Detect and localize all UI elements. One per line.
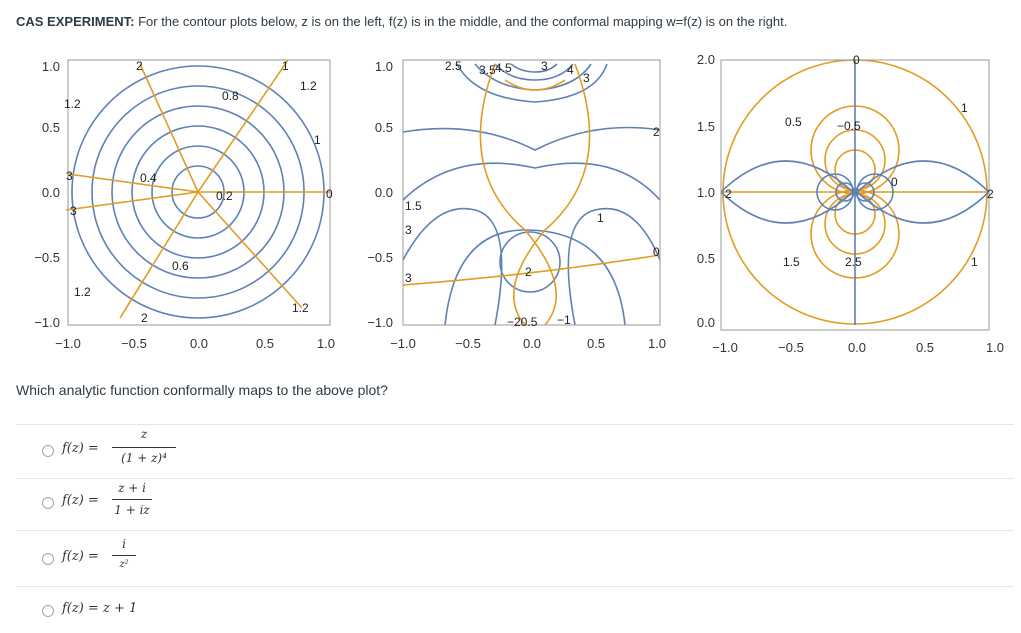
instructions-label: CAS EXPERIMENT: [16, 14, 135, 29]
y-tick: −1.0 [367, 315, 393, 330]
option-numerator: z + i [118, 481, 146, 495]
y-tick: 1.0 [42, 59, 60, 74]
contour-label: 2 [141, 311, 148, 325]
contour-label: 0 [326, 187, 333, 201]
y-tick: 0.0 [697, 315, 715, 330]
option-lhs: f(z) = [62, 493, 99, 508]
x-tick: 0.0 [848, 340, 866, 355]
x-tick: 0.0 [190, 336, 208, 351]
y-tick: 2.0 [697, 52, 715, 67]
contour-label: 1 [314, 133, 321, 147]
y-tick: 0.5 [375, 120, 393, 135]
fraction-bar [112, 555, 136, 556]
x-tick: 1.0 [648, 336, 666, 351]
contour-label: 0 [653, 245, 660, 259]
contour-label: −1 [557, 313, 571, 327]
x-tick: 1.0 [317, 336, 335, 351]
x-tick: −0.5 [121, 336, 147, 351]
answer-option[interactable]: f(z) = z + i 1 + iz [16, 478, 1014, 527]
radio-button[interactable] [42, 605, 54, 617]
contour-label: 1.2 [64, 97, 81, 111]
contour-label: −20.5 [507, 315, 538, 329]
contour-label: 1.2 [300, 79, 317, 93]
y-tick: 1.5 [697, 119, 715, 134]
contour-label: 2.5 [445, 59, 462, 73]
contour-label: 3.5 [479, 63, 496, 77]
contour-label: 0 [853, 53, 860, 67]
plot-z-plane: 1.0 0.5 0.0 −0.5 −1.0 −1.0 −0.5 0.0 0.5 … [34, 59, 335, 351]
plot-f-of-z: 1.0 0.5 0.0 −0.5 −1.0 −1.0 −0.5 0.0 0.5 … [367, 59, 666, 351]
option-denominator: z² [119, 559, 129, 570]
contour-label: 3 [541, 59, 548, 73]
contour-label: 0.6 [172, 259, 189, 273]
contour-label: 2 [525, 265, 532, 279]
option-denominator: 1 + iz [114, 503, 150, 517]
y-tick: 0.5 [697, 251, 715, 266]
x-tick: 1.0 [986, 340, 1004, 355]
contour-label: 3 [583, 71, 590, 85]
y-tick: −0.5 [367, 250, 393, 265]
contour-label: 4 [567, 63, 574, 77]
contour-label: 1 [282, 59, 289, 73]
contour-label: 1.5 [405, 199, 422, 213]
option-lhs: f(z) = [62, 441, 99, 456]
question-text: Which analytic function conformally maps… [16, 382, 388, 398]
contour-label: 1.2 [292, 301, 309, 315]
y-tick: 0.5 [42, 120, 60, 135]
contour-label: 3 [405, 223, 412, 237]
y-tick: 1.0 [697, 185, 715, 200]
option-lhs: f(z) = z + 1 [62, 601, 138, 616]
contour-label: 0.5 [785, 115, 802, 129]
option-denominator: (1 + z)⁴ [121, 451, 167, 465]
x-tick: −1.0 [390, 336, 416, 351]
x-tick: −0.5 [778, 340, 804, 355]
contour-label: 0.8 [222, 89, 239, 103]
x-tick: 0.5 [916, 340, 934, 355]
contour-label: 1.2 [74, 285, 91, 299]
fraction-bar [112, 499, 152, 500]
option-numerator: z [140, 427, 148, 441]
y-tick: −1.0 [34, 315, 60, 330]
contour-label: 0 [891, 175, 898, 189]
answer-option[interactable]: f(z) = z (1 + z)⁴ [16, 424, 1014, 477]
fraction-bar [112, 447, 176, 448]
x-tick: −1.0 [712, 340, 738, 355]
option-numerator: i [122, 537, 126, 551]
contour-label: 1 [971, 255, 978, 269]
answer-option[interactable]: f(z) = z + 1 [16, 586, 1014, 631]
contour-label: 2 [136, 59, 143, 73]
radio-button[interactable] [42, 445, 54, 457]
contour-label: 2 [987, 187, 994, 201]
y-tick: 0.0 [42, 185, 60, 200]
contour-label: 1 [961, 101, 968, 115]
option-lhs: f(z) = [62, 549, 99, 564]
contour-label: 2.5 [845, 255, 862, 269]
x-tick: 0.0 [523, 336, 541, 351]
x-tick: 0.5 [587, 336, 605, 351]
x-tick: −0.5 [455, 336, 481, 351]
contour-label: 3 [70, 204, 77, 218]
x-tick: −1.0 [55, 336, 81, 351]
plot-w-plane: 2.0 1.5 1.0 0.5 0.0 −1.0 −0.5 0.0 0.5 1.… [697, 52, 1004, 355]
instructions-text: For the contour plots below, z is on the… [134, 14, 788, 29]
contour-label: 4.5 [495, 61, 512, 75]
contour-label: 1 [597, 211, 604, 225]
contour-label: 3 [66, 169, 73, 183]
y-tick: 1.0 [375, 59, 393, 74]
y-tick: 0.0 [375, 185, 393, 200]
contour-label: 1.5 [783, 255, 800, 269]
instructions: CAS EXPERIMENT: For the contour plots be… [16, 14, 787, 29]
contour-label: −0.5 [837, 119, 861, 133]
radio-button[interactable] [42, 497, 54, 509]
contour-label: 0.2 [216, 189, 233, 203]
contour-label: 2 [653, 125, 660, 139]
radio-button[interactable] [42, 553, 54, 565]
y-tick: −0.5 [34, 250, 60, 265]
contour-label: 2 [725, 187, 732, 201]
answer-option[interactable]: f(z) = i z² [16, 530, 1014, 581]
x-tick: 0.5 [256, 336, 274, 351]
contour-label: 0.4 [140, 171, 157, 185]
contour-label: 3 [405, 271, 412, 285]
